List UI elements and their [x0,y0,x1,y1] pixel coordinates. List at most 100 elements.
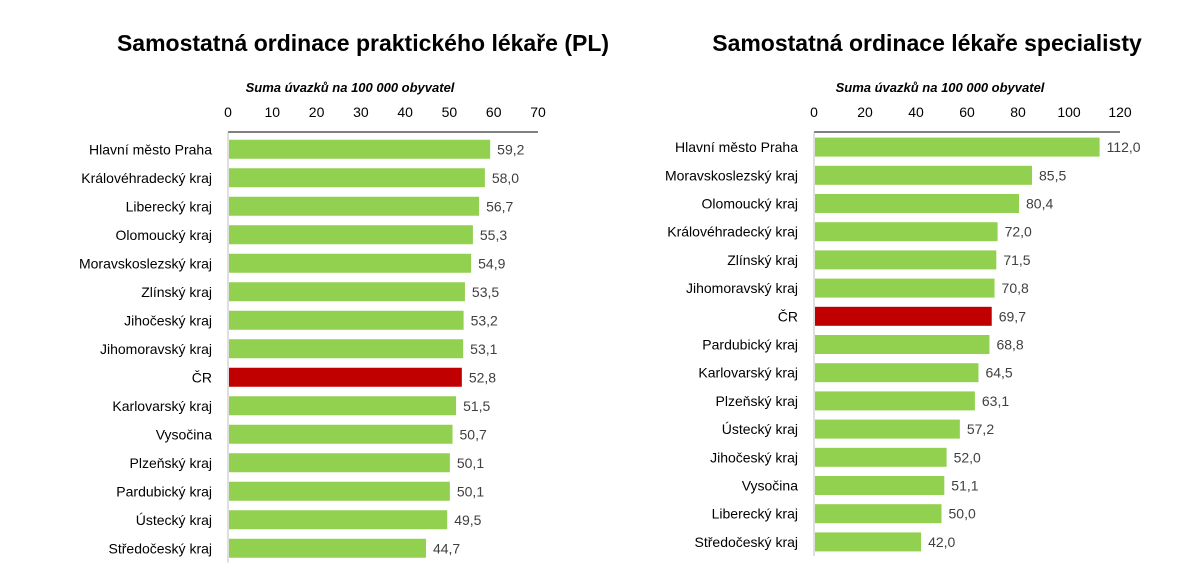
x-tick-label: 60 [486,104,502,120]
value-label: 49,5 [454,512,481,528]
x-axis-label: Suma úvazků na 100 000 obyvatel [835,80,1045,95]
x-tick-label: 40 [397,104,413,120]
x-tick-label: 10 [264,104,280,120]
value-label: 71,5 [1003,252,1030,268]
chart-panel-pl: Samostatná ordinace praktického lékaře (… [79,30,609,563]
category-label: Zlínský kraj [141,284,212,300]
bar-chart-specialist: 0 20 40 60 80 100 120 Hlavní město Praha 112,0 Mo… [665,104,1141,556]
category-label: Jihomoravský kraj [100,341,212,357]
bar [815,419,960,439]
x-tick-label: 50 [442,104,458,120]
value-label: 57,2 [967,421,994,437]
value-label: 64,5 [985,365,1012,381]
category-label: Liberecký kraj [712,506,798,522]
bar [815,165,1033,185]
category-label: Královéhradecký kraj [81,170,212,186]
bar [815,194,1020,213]
bar [815,335,990,354]
category-label: Vysočina [156,426,213,442]
category-label: Karlovarský kraj [112,398,212,414]
bar-highlight [229,367,462,387]
value-label: 44,7 [433,540,460,556]
bar [229,424,453,444]
bar [229,225,473,245]
x-tick-label: 100 [1057,104,1081,120]
x-tick-label: 70 [530,104,546,120]
value-label: 53,2 [471,312,498,328]
category-label: Moravskoslezský kraj [665,167,798,183]
value-label: 50,1 [457,455,484,471]
bar [229,196,480,216]
value-label: 55,3 [480,227,507,243]
bar [229,139,491,159]
category-label: Hlavní město Praha [675,139,798,155]
category-label: Liberecký kraj [126,198,212,214]
x-tick-label: 20 [857,104,873,120]
category-label: Olomoucký kraj [702,196,798,212]
category-label: Plzeňský kraj [130,455,212,471]
category-label: Pardubický kraj [702,337,798,353]
bar [229,168,485,188]
bar [229,282,465,302]
category-label: ČR [192,369,212,385]
category-label: Jihomoravský kraj [686,280,798,296]
value-label: 42,0 [928,534,955,550]
category-label: Ústecký kraj [722,421,798,437]
category-label: Olomoucký kraj [116,227,212,243]
value-label: 56,7 [486,198,513,214]
bar [229,453,450,473]
value-label: 52,8 [469,369,496,385]
value-label: 50,1 [457,483,484,499]
x-tick-label: 80 [1010,104,1026,120]
chart-title: Samostatná ordinace lékaře specialisty [712,30,1142,56]
chart-panel-specialist: Samostatná ordinace lékaře specialisty S… [600,0,1200,573]
value-label: 59,2 [497,141,524,157]
category-label: Hlavní město Praha [89,141,212,157]
bar [815,137,1100,157]
bar [815,363,979,383]
bar [815,222,998,242]
x-tick-label: 60 [959,104,975,120]
value-label: 72,0 [1005,224,1032,240]
bar [815,278,995,298]
bar [815,532,922,552]
category-label: Jihočeský kraj [124,312,212,328]
category-label: Plzeňský kraj [716,393,798,409]
value-label: 85,5 [1039,167,1066,183]
bar [229,481,450,501]
bar-chart-pl: 0 10 20 30 40 50 60 70 Hlavní město Praha 59,2 Krá… [79,104,546,563]
x-tick-label: 40 [908,104,924,120]
bar [815,504,942,524]
bar [229,396,457,416]
bar [815,250,997,270]
value-label: 52,0 [954,449,981,465]
value-label: 112,0 [1107,139,1141,155]
category-label: Karlovarský kraj [698,365,798,381]
bar [229,510,448,530]
category-label: Jihočeský kraj [710,449,798,465]
x-tick-label: 20 [309,104,325,120]
bar [815,447,947,467]
category-label: Středočeský kraj [695,534,798,550]
category-label: Středočeský kraj [109,540,212,556]
bar [229,310,464,330]
value-label: 70,8 [1002,280,1029,296]
value-label: 80,4 [1026,196,1053,212]
category-label: Ústecký kraj [136,512,212,528]
bar-highlight [815,306,992,326]
category-label: Vysočina [742,478,799,494]
value-label: 51,5 [463,398,490,414]
x-axis-label: Suma úvazků na 100 000 obyvatel [245,80,455,95]
category-label: Moravskoslezský kraj [79,255,212,271]
bar [229,339,464,359]
value-label: 54,9 [478,255,505,271]
value-label: 50,0 [949,506,976,522]
value-label: 53,5 [472,284,499,300]
x-tick-label: 0 [224,104,232,120]
value-label: 69,7 [999,308,1026,324]
value-label: 51,1 [951,478,978,494]
category-label: Zlínský kraj [727,252,798,268]
category-label: Královéhradecký kraj [667,224,798,240]
value-label: 53,1 [470,341,497,357]
bar [229,538,426,558]
